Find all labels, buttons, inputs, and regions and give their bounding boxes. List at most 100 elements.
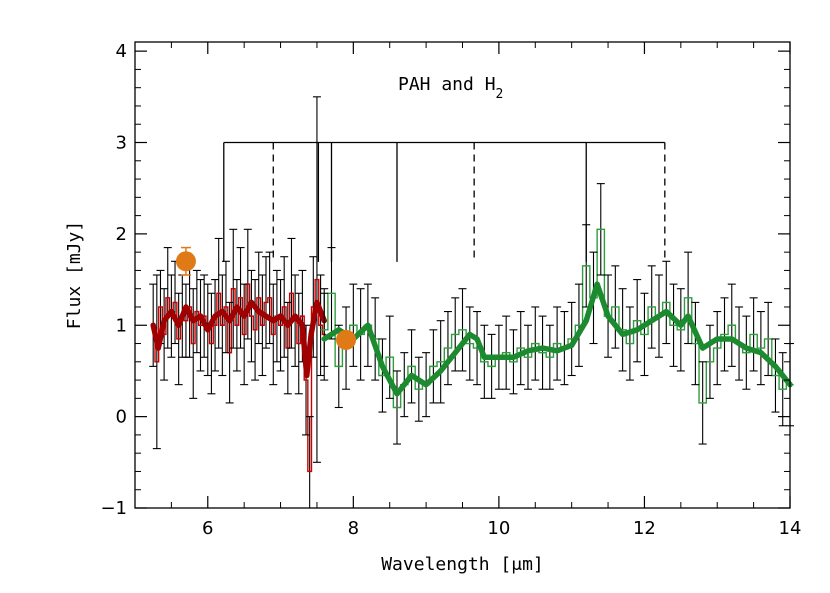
smoothed-point [199,315,202,317]
smoothed-point [206,329,209,331]
smoothed-point [257,310,260,313]
data-point [159,306,162,308]
data-point [585,264,588,267]
data-point [781,388,784,391]
smoothed-point [596,283,598,285]
data-point [243,333,246,336]
data-point [272,333,275,336]
annotation-label: PAH and H2 [398,74,503,102]
data-point [381,374,384,377]
smoothed-point [310,333,312,336]
smoothed-point [527,350,529,352]
data-point [214,324,216,327]
pah-annotation: PAH and H2 [223,74,666,262]
data-point [723,333,726,336]
data-point [716,347,719,349]
photometry-point [336,329,357,350]
smoothed-point [410,374,413,377]
series-group-2 [320,183,794,445]
data-point [490,365,493,368]
data-point [337,365,340,368]
data-point [505,351,508,354]
data-point [519,347,522,349]
data-point [279,324,282,327]
data-point [254,328,256,331]
smoothed-point [177,324,180,327]
data-point [774,374,777,377]
data-point [268,296,271,299]
smoothed-point [483,356,486,359]
smoothed-point [454,351,457,354]
smoothed-point [287,324,289,327]
data-point [166,296,169,299]
data-point [330,292,333,295]
smoothed-point [185,306,187,308]
data-point [352,324,355,327]
smoothed-point [323,338,326,340]
data-point [599,228,602,231]
data-point [228,351,231,354]
data-point [694,342,697,345]
smoothed-point [265,315,267,317]
data-point [476,347,478,349]
data-point [512,360,515,363]
smoothed-point [367,324,369,327]
x-tick-label: 12 [633,518,656,539]
smoothed-point [396,392,398,395]
x-tick-label: 10 [487,518,510,539]
data-point [192,342,195,345]
smoothed-point [221,310,224,313]
data-point [235,324,238,327]
data-point [483,360,486,363]
smoothed-point [636,329,638,331]
series-group-4 [175,246,357,350]
data-point [301,315,304,318]
data-point [221,324,224,327]
y-tick-label: 0 [116,407,127,428]
data-point [672,324,675,327]
y-axis-label: Flux [mJy] [64,221,85,329]
smoothed-point [650,319,653,322]
data-point [319,324,322,327]
data-point [709,360,711,363]
smoothed-point [316,301,318,304]
data-point [636,319,639,322]
smoothed-point [250,301,253,304]
smoothed-point [272,319,275,322]
data-point [687,296,690,299]
smoothed-point [152,324,154,327]
data-point [417,388,420,391]
x-tick-label: 8 [348,518,359,539]
data-point [177,338,180,340]
data-point [388,356,391,359]
data-point [246,283,249,286]
x-tick-label: 14 [779,518,802,539]
photometry-point [175,251,196,272]
smoothed-point [170,310,173,313]
smoothed-point [425,383,427,386]
smoothed-point [192,319,195,322]
x-tick-label: 6 [202,518,213,539]
y-tick-label: −1 [100,498,127,519]
smoothed-point [687,315,689,317]
y-tick-label: 3 [116,133,127,154]
data-point [767,338,770,340]
data-point [468,342,471,345]
data-point [628,342,631,345]
data-point [578,324,580,327]
smoothed-point [476,338,478,340]
data-point [534,342,537,345]
data-point [454,333,457,336]
data-point [556,342,559,345]
data-point [250,315,253,318]
smoothed-point [665,310,668,313]
data-point [701,402,704,404]
data-point [439,360,442,363]
data-point [432,365,435,368]
smoothed-point [774,365,777,368]
smoothed-point [760,351,762,354]
data-point [174,301,176,304]
data-point [643,333,646,336]
